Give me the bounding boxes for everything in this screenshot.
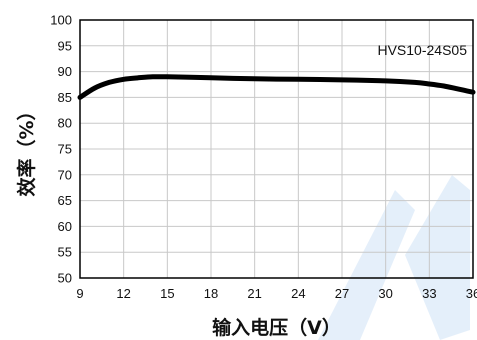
x-tick-label: 21 [247,286,261,301]
x-tick-label: 36 [466,286,477,301]
y-tick-label: 70 [58,167,72,182]
y-tick-label: 65 [58,193,72,208]
x-tick-label: 33 [422,286,436,301]
y-tick-label: 100 [50,13,72,28]
x-axis-title: 输入电压（V） [212,316,341,339]
y-tick-label: 75 [58,142,72,157]
x-tick-label: 18 [204,286,218,301]
grid-lines [80,20,473,278]
y-tick-label: 95 [58,38,72,53]
x-tick-labels: 9 12 15 18 21 24 27 30 33 36 [76,286,477,301]
plot-frame [79,19,474,279]
x-tick-label: 15 [160,286,174,301]
efficiency-curve [77,74,476,100]
y-tick-labels: 50 55 60 65 70 75 80 85 90 95 100 [50,13,72,286]
y-tick-label: 50 [58,271,72,286]
y-axis-title: 效率（%） [15,101,38,196]
x-tick-label: 9 [76,286,83,301]
model-label: HVS10-24S05 [377,42,467,58]
x-tick-label: 12 [116,286,130,301]
watermark-logo [318,175,470,340]
y-tick-label: 55 [58,245,72,260]
y-tick-label: 90 [58,64,72,79]
y-tick-label: 80 [58,116,72,131]
y-tick-label: 60 [58,219,72,234]
x-tick-label: 27 [335,286,349,301]
x-tick-label: 30 [378,286,392,301]
x-tick-label: 24 [291,286,305,301]
y-tick-label: 85 [58,90,72,105]
